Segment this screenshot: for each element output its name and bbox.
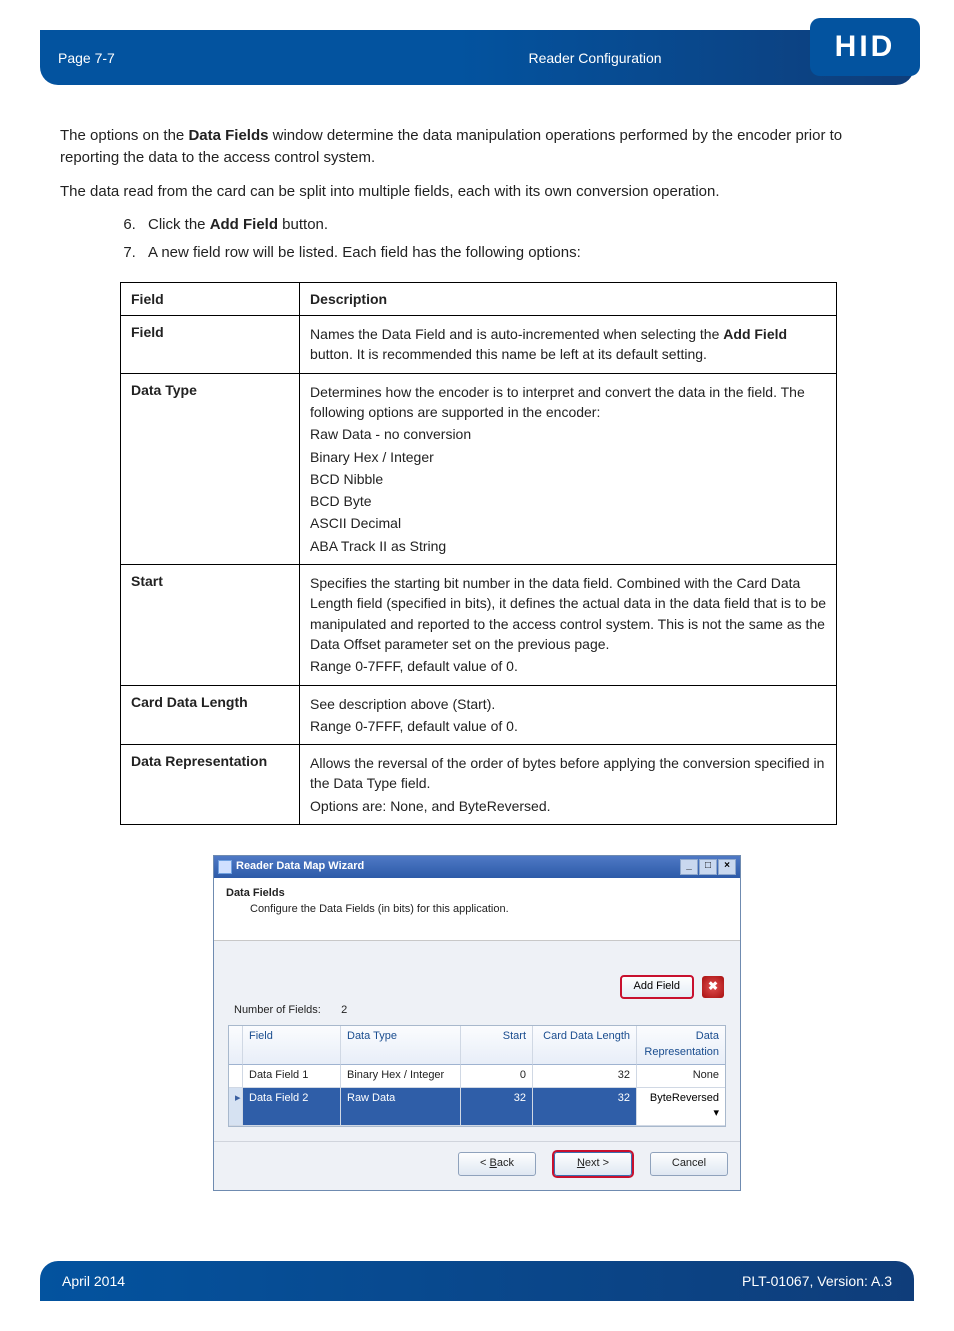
row-name: Start	[121, 565, 300, 685]
step-7: A new field row will be listed. Each fie…	[140, 242, 894, 264]
th-field: Field	[121, 282, 300, 315]
close-button[interactable]: ×	[718, 859, 736, 875]
steps-list: Click the Add Field button. A new field …	[140, 214, 894, 264]
wizard-subheader: Data Fields Configure the Data Fields (i…	[214, 878, 740, 941]
page-body: The options on the Data Fields window de…	[0, 85, 954, 1221]
fields-grid: Field Data Type Start Card Data Length D…	[228, 1025, 726, 1128]
grid-header-type: Data Type	[341, 1026, 461, 1065]
footer-date: April 2014	[62, 1273, 125, 1289]
wizard-title-text: Reader Data Map Wizard	[236, 859, 364, 875]
row-description: Specifies the starting bit number in the…	[300, 565, 837, 685]
row-description: Allows the reversal of the order of byte…	[300, 745, 837, 825]
grid-cell[interactable]: Binary Hex / Integer	[341, 1065, 461, 1088]
grid-row[interactable]: Data Field 1Binary Hex / Integer032None	[229, 1065, 725, 1088]
wizard-section-desc: Configure the Data Fields (in bits) for …	[250, 902, 728, 918]
row-description: Determines how the encoder is to interpr…	[300, 373, 837, 564]
grid-cell[interactable]: ▸	[229, 1088, 243, 1127]
grid-cell[interactable]: 32	[533, 1088, 637, 1127]
grid-cell[interactable]	[229, 1065, 243, 1088]
wizard-dialog: Reader Data Map Wizard _ □ × Data Fields…	[213, 855, 741, 1191]
page-header-bar: Page 7-7 Reader Configuration HID	[40, 30, 914, 85]
wizard-titlebar: Reader Data Map Wizard _ □ ×	[214, 856, 740, 878]
th-description: Description	[300, 282, 837, 315]
minimize-button[interactable]: _	[680, 859, 698, 875]
grid-cell[interactable]: None	[637, 1065, 725, 1088]
row-name: Data Representation	[121, 745, 300, 825]
grid-cell[interactable]: Data Field 1	[243, 1065, 341, 1088]
app-icon	[218, 860, 232, 874]
add-field-button[interactable]: Add Field	[620, 975, 694, 999]
step-6: Click the Add Field button.	[140, 214, 894, 236]
next-button[interactable]: Next >	[554, 1152, 632, 1176]
grid-cell[interactable]: 32	[533, 1065, 637, 1088]
field-description-table: Field Description FieldNames the Data Fi…	[120, 282, 837, 825]
row-name: Data Type	[121, 373, 300, 564]
grid-header-start: Start	[461, 1026, 533, 1065]
row-name: Field	[121, 316, 300, 374]
row-description: See description above (Start).Range 0-7F…	[300, 685, 837, 745]
num-fields-label: Number of Fields:	[234, 1003, 338, 1019]
grid-cell[interactable]: Data Field 2	[243, 1088, 341, 1127]
grid-cell[interactable]: ByteReversed ▾	[637, 1088, 725, 1127]
wizard-button-row: < Back Next > Cancel	[214, 1141, 740, 1190]
maximize-button[interactable]: □	[699, 859, 717, 875]
delete-field-button[interactable]: ✖	[702, 976, 724, 998]
grid-row[interactable]: ▸Data Field 2Raw Data3232ByteReversed ▾	[229, 1088, 725, 1127]
row-name: Card Data Length	[121, 685, 300, 745]
grid-header-marker	[229, 1026, 243, 1065]
num-fields-value: 2	[341, 1003, 347, 1019]
footer-doc-id: PLT-01067, Version: A.3	[742, 1273, 892, 1289]
page-footer-bar: April 2014 PLT-01067, Version: A.3	[40, 1261, 914, 1301]
grid-cell[interactable]: 32	[461, 1088, 533, 1127]
grid-header-length: Card Data Length	[533, 1026, 637, 1065]
grid-header-representation: Data Representation	[637, 1026, 725, 1065]
wizard-body: Add Field ✖ Number of Fields: 2 Field Da…	[214, 941, 740, 1141]
intro-paragraph-2: The data read from the card can be split…	[60, 181, 894, 203]
page-number-label: Page 7-7	[58, 50, 444, 66]
grid-cell[interactable]: Raw Data	[341, 1088, 461, 1127]
wizard-section-title: Data Fields	[226, 886, 728, 902]
grid-cell[interactable]: 0	[461, 1065, 533, 1088]
intro-paragraph-1: The options on the Data Fields window de…	[60, 125, 894, 169]
row-description: Names the Data Field and is auto-increme…	[300, 316, 837, 374]
brand-logo: HID	[810, 18, 920, 76]
cancel-button[interactable]: Cancel	[650, 1152, 728, 1176]
back-button[interactable]: < Back	[458, 1152, 536, 1176]
grid-header-field: Field	[243, 1026, 341, 1065]
